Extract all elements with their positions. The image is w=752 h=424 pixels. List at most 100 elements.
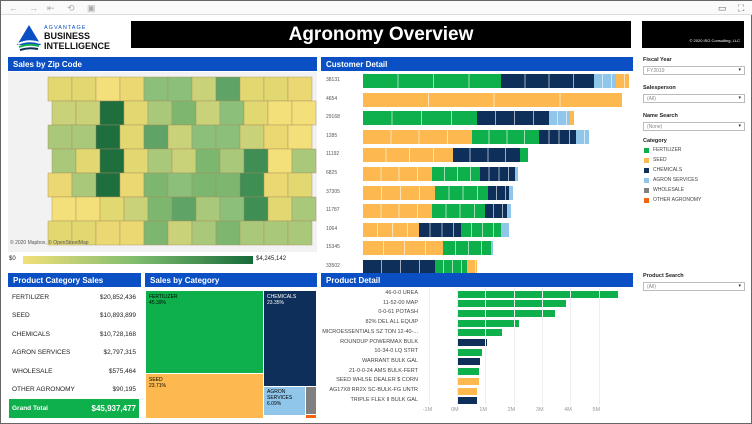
- tile-chemicals[interactable]: CHEMICALS 23.35%: [264, 291, 316, 386]
- zip-region[interactable]: [287, 124, 313, 150]
- zip-region[interactable]: [215, 172, 241, 198]
- zip-region[interactable]: [287, 76, 313, 102]
- customer-bar-segment[interactable]: [363, 185, 435, 200]
- customer-bar-segment[interactable]: [363, 222, 419, 237]
- zip-region[interactable]: [291, 148, 317, 174]
- zip-region[interactable]: [195, 100, 221, 126]
- tile-agron-services[interactable]: AGRON SERVICES 6.09%: [264, 387, 305, 415]
- zip-region[interactable]: [51, 100, 77, 126]
- category-sales-row[interactable]: OTHER AGRONOMY $90,195: [9, 381, 139, 400]
- zip-region[interactable]: [95, 76, 121, 102]
- customer-bar-segment[interactable]: [575, 129, 590, 144]
- customer-bar-segment[interactable]: [472, 129, 539, 144]
- customer-bar-segment[interactable]: [418, 222, 462, 237]
- customer-bar-segment[interactable]: [514, 167, 519, 181]
- zip-region[interactable]: [75, 148, 101, 174]
- customer-bar-segment[interactable]: [488, 185, 510, 200]
- zip-region[interactable]: [167, 76, 193, 102]
- customer-bar-segment[interactable]: [466, 260, 478, 274]
- tile-fertilizer[interactable]: FERTILIZER 45.39%: [146, 291, 263, 373]
- customer-bar-segment[interactable]: [432, 167, 481, 181]
- product-bar[interactable]: [457, 300, 566, 308]
- tile-other-agronomy[interactable]: [306, 415, 316, 418]
- tile-seed[interactable]: SEED 23.71%: [146, 374, 263, 418]
- zip-region[interactable]: [171, 100, 197, 126]
- zip-region[interactable]: [287, 220, 313, 246]
- customer-bar-segment[interactable]: [519, 148, 528, 163]
- zip-region[interactable]: [291, 196, 317, 222]
- customer-bar-segment[interactable]: [615, 74, 629, 88]
- zip-region[interactable]: [267, 100, 293, 126]
- customer-bar-segment[interactable]: [363, 241, 443, 256]
- first-icon[interactable]: ⇤: [47, 3, 55, 13]
- zip-region[interactable]: [71, 76, 97, 102]
- product-bar[interactable]: [457, 309, 555, 317]
- zip-region[interactable]: [263, 220, 289, 246]
- customer-bar-segment[interactable]: [477, 111, 550, 126]
- zip-region[interactable]: [267, 148, 293, 174]
- customer-bar-segment[interactable]: [434, 185, 488, 200]
- zip-region[interactable]: [147, 196, 173, 222]
- zip-region[interactable]: [123, 196, 149, 222]
- zip-region[interactable]: [191, 76, 217, 102]
- save-icon[interactable]: ▣: [87, 3, 96, 13]
- zip-region[interactable]: [47, 76, 73, 102]
- name-search-select[interactable]: (None) ▾: [643, 122, 745, 131]
- customer-bar-segment[interactable]: [363, 111, 478, 126]
- zip-region[interactable]: [267, 196, 293, 222]
- customer-bar-segment[interactable]: [501, 74, 595, 88]
- category-sales-row[interactable]: CHEMICALS $10,728,168: [9, 325, 139, 344]
- zip-region[interactable]: [143, 172, 169, 198]
- product-bar[interactable]: [457, 290, 619, 298]
- zip-region[interactable]: [167, 172, 193, 198]
- forward-icon[interactable]: →: [29, 3, 38, 13]
- zip-region[interactable]: [123, 100, 149, 126]
- zip-region[interactable]: [51, 196, 77, 222]
- customer-bar-segment[interactable]: [549, 111, 571, 126]
- customer-bar-segment[interactable]: [363, 260, 435, 274]
- zip-region[interactable]: [215, 220, 241, 246]
- zip-region[interactable]: [71, 220, 97, 246]
- zip-region[interactable]: [47, 220, 73, 246]
- category-sales-row[interactable]: FERTILIZER $20,852,436: [9, 288, 139, 307]
- zip-region[interactable]: [243, 148, 269, 174]
- zip-region[interactable]: [95, 172, 121, 198]
- customer-bar-segment[interactable]: [506, 204, 511, 219]
- zip-region[interactable]: [191, 124, 217, 150]
- product-search-select[interactable]: (All) ▾: [643, 282, 745, 291]
- product-bar[interactable]: [457, 348, 483, 356]
- category-sales-row[interactable]: WHOLESALE $575,464: [9, 362, 139, 381]
- customer-bar-segment[interactable]: [363, 129, 473, 144]
- fullscreen-icon[interactable]: ⛶: [738, 3, 745, 13]
- zip-region[interactable]: [51, 148, 77, 174]
- zip-region[interactable]: [143, 124, 169, 150]
- zip-region[interactable]: [195, 148, 221, 174]
- zip-region[interactable]: [119, 124, 145, 150]
- category-sales-row[interactable]: AGRON SERVICES $2,797,315: [9, 344, 139, 363]
- zip-region[interactable]: [99, 196, 125, 222]
- zip-region[interactable]: [167, 220, 193, 246]
- legend-item[interactable]: WHOLESALE: [644, 185, 701, 195]
- zip-region[interactable]: [239, 220, 265, 246]
- zip-region[interactable]: [119, 172, 145, 198]
- customer-bar-segment[interactable]: [501, 222, 509, 237]
- customer-bar-segment[interactable]: [461, 222, 502, 237]
- product-bar[interactable]: [457, 358, 480, 366]
- zip-region[interactable]: [147, 100, 173, 126]
- customer-bar-segment[interactable]: [363, 148, 454, 163]
- product-bar[interactable]: [457, 377, 479, 385]
- legend-item[interactable]: SEED: [644, 155, 701, 165]
- refresh-icon[interactable]: ⟲: [67, 3, 75, 13]
- zip-region[interactable]: [263, 76, 289, 102]
- product-bar[interactable]: [457, 397, 478, 405]
- zip-region[interactable]: [239, 172, 265, 198]
- zip-region[interactable]: [191, 172, 217, 198]
- customer-bar-segment[interactable]: [509, 185, 513, 200]
- customer-bar-segment[interactable]: [363, 74, 502, 88]
- zip-region[interactable]: [239, 124, 265, 150]
- customer-bar-segment[interactable]: [485, 204, 507, 219]
- customer-bar-segment[interactable]: [480, 167, 515, 181]
- customer-bar-segment[interactable]: [363, 204, 433, 219]
- product-bar[interactable]: [457, 329, 503, 337]
- zip-region[interactable]: [167, 124, 193, 150]
